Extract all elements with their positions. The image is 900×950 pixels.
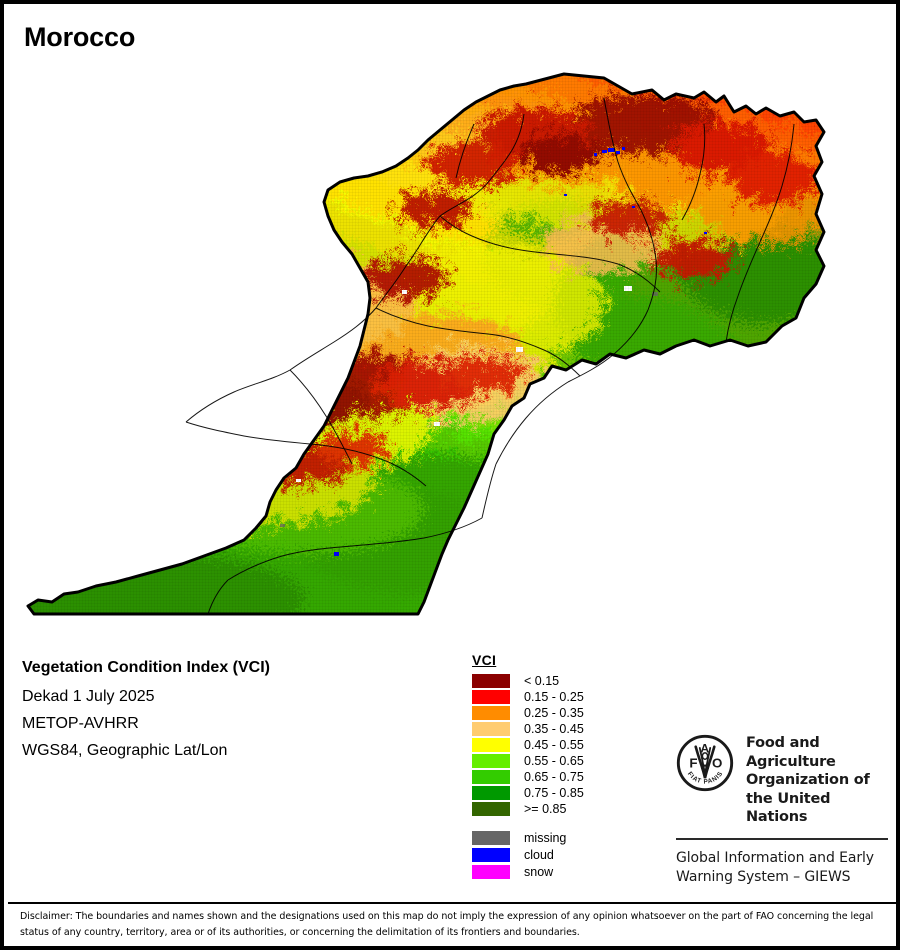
admin-boundaries <box>185 97 795 615</box>
legend-class-swatch <box>472 674 510 688</box>
legend-extra-list: missing cloud snow <box>472 829 584 880</box>
legend-extra-row: missing <box>472 829 584 846</box>
morocco-vci-raster[interactable] <box>4 54 896 654</box>
page-title: Morocco <box>24 22 136 52</box>
fao-branding-block: F A O FIAT PANIS Food and Agriculture Or… <box>676 734 891 887</box>
fao-organization-name: Food and Agriculture Organization of the… <box>746 735 870 826</box>
svg-text:A: A <box>700 742 709 756</box>
legend-class-label: 0.25 - 0.35 <box>524 706 584 720</box>
disclaimer-divider <box>8 902 896 904</box>
legend-class-swatch <box>472 770 510 784</box>
disclaimer-text: Disclaimer: The boundaries and names sho… <box>20 911 874 938</box>
legend-class-row: 0.65 - 0.75 <box>472 769 584 785</box>
legend-class-row: 0.55 - 0.65 <box>472 753 584 769</box>
legend-class-label: 0.65 - 0.75 <box>524 770 584 784</box>
legend-class-row: 0.45 - 0.55 <box>472 737 584 753</box>
map-info-block: Vegetation Condition Index (VCI) Dekad 1… <box>22 659 422 769</box>
legend-class-swatch <box>472 738 510 752</box>
legend-extra-label: snow <box>524 864 554 879</box>
legend-class-row: 0.35 - 0.45 <box>472 721 584 737</box>
legend-class-list: < 0.15 0.15 - 0.25 0.25 - 0.35 0.35 - 0.45 0… <box>472 673 584 817</box>
legend-class-swatch <box>472 754 510 768</box>
map-canvas[interactable] <box>4 54 896 654</box>
legend-class-label: 0.15 - 0.25 <box>524 690 584 704</box>
raster-pixel-grid <box>28 74 824 614</box>
legend-extra-row: snow <box>472 863 584 880</box>
legend-class-label: < 0.15 <box>524 674 560 688</box>
info-dekad: Dekad 1 July 2025 <box>22 688 155 705</box>
legend-extra-label: missing <box>524 830 567 845</box>
legend-title: VCI <box>472 652 497 668</box>
legend-class-swatch <box>472 786 510 800</box>
legend-class-label: >= 0.85 <box>524 802 567 816</box>
svg-text:O: O <box>712 756 722 771</box>
legend-class-row: 0.15 - 0.25 <box>472 689 584 705</box>
legend-class-swatch <box>472 722 510 736</box>
legend-extra-swatch <box>472 847 510 862</box>
legend-class-label: 0.55 - 0.65 <box>524 754 584 768</box>
legend-class-swatch <box>472 802 510 816</box>
legend-class-swatch <box>472 690 510 704</box>
legend-class-label: 0.45 - 0.55 <box>524 738 584 752</box>
legend-class-label: 0.75 - 0.85 <box>524 786 584 800</box>
fao-logo-icon: F A O FIAT PANIS <box>676 734 734 797</box>
fao-divider <box>676 837 888 840</box>
legend-class-row: >= 0.85 <box>472 801 584 817</box>
legend-class-swatch <box>472 706 510 720</box>
info-heading: Vegetation Condition Index (VCI) <box>22 659 270 676</box>
legend-class-row: 0.75 - 0.85 <box>472 785 584 801</box>
legend-extra-label: cloud <box>524 847 554 862</box>
info-projection: WGS84, Geographic Lat/Lon <box>22 742 228 759</box>
legend-extra-swatch <box>472 864 510 879</box>
legend-class-label: 0.35 - 0.45 <box>524 722 584 736</box>
svg-text:F: F <box>689 756 697 771</box>
legend-extra-row: cloud <box>472 846 584 863</box>
legend-class-row: 0.25 - 0.35 <box>472 705 584 721</box>
legend-extra-swatch <box>472 830 510 845</box>
legend: VCI < 0.15 0.15 - 0.25 0.25 - 0.35 0.35 - 0… <box>472 652 584 880</box>
vci-raster-layer <box>28 74 824 614</box>
legend-class-row: < 0.15 <box>472 673 584 689</box>
fao-system-name: Global Information and Early Warning Sys… <box>676 849 874 885</box>
info-sensor: METOP-AVHRR <box>22 715 139 732</box>
